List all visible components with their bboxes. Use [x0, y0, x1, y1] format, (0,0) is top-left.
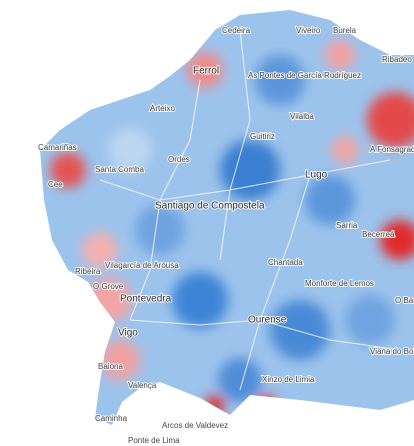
place-label: Sarria	[336, 221, 358, 230]
place-label: Ponte de Lima	[128, 436, 180, 445]
place-label: Vigo	[118, 328, 138, 339]
place-label: Monforte de Lemos	[305, 279, 374, 288]
place-label: Valença	[128, 381, 157, 390]
place-label: O Grove	[93, 282, 124, 291]
place-label: Ribeira	[75, 267, 101, 276]
place-label: Arteixo	[150, 104, 175, 113]
place-label: Cee	[48, 180, 63, 189]
place-labels: Cedeira Viveiro Burela Ferrol As Pontes de G…	[37, 25, 414, 446]
place-label: Santa Comba	[95, 165, 144, 174]
place-label: Viveiro	[296, 26, 321, 35]
place-label: Ordes	[168, 155, 190, 164]
place-label: O Barco	[395, 296, 414, 305]
place-label: Xinzo de Limia	[262, 375, 315, 384]
place-label: Pontevedra	[120, 294, 172, 305]
place-label: Viana do Bolo	[370, 347, 414, 356]
place-label: A Fonsagrada	[370, 145, 414, 154]
place-label: Santiago de Compostela	[155, 201, 265, 212]
place-label: Baiona	[98, 362, 123, 371]
place-label: Arcos de Valdevez	[162, 421, 228, 430]
place-label: Becerreá	[362, 230, 395, 239]
place-label: Chantada	[268, 258, 303, 267]
place-label: Guitiriz	[250, 132, 275, 141]
place-label: Burela	[333, 26, 357, 35]
place-label: Cedeira	[222, 26, 251, 35]
place-label: Caminha	[95, 414, 128, 423]
place-label: Ribadeo	[382, 55, 412, 64]
place-label: Vilagarcía de Arousa	[105, 261, 179, 270]
place-label: Vilalba	[290, 112, 314, 121]
place-label: As Pontes de García Rodríguez	[248, 71, 361, 80]
place-label: Lugo	[305, 170, 328, 181]
place-label: Camariñas	[38, 143, 77, 152]
place-label: Ourense	[248, 315, 287, 326]
place-label: Ferrol	[193, 66, 219, 77]
